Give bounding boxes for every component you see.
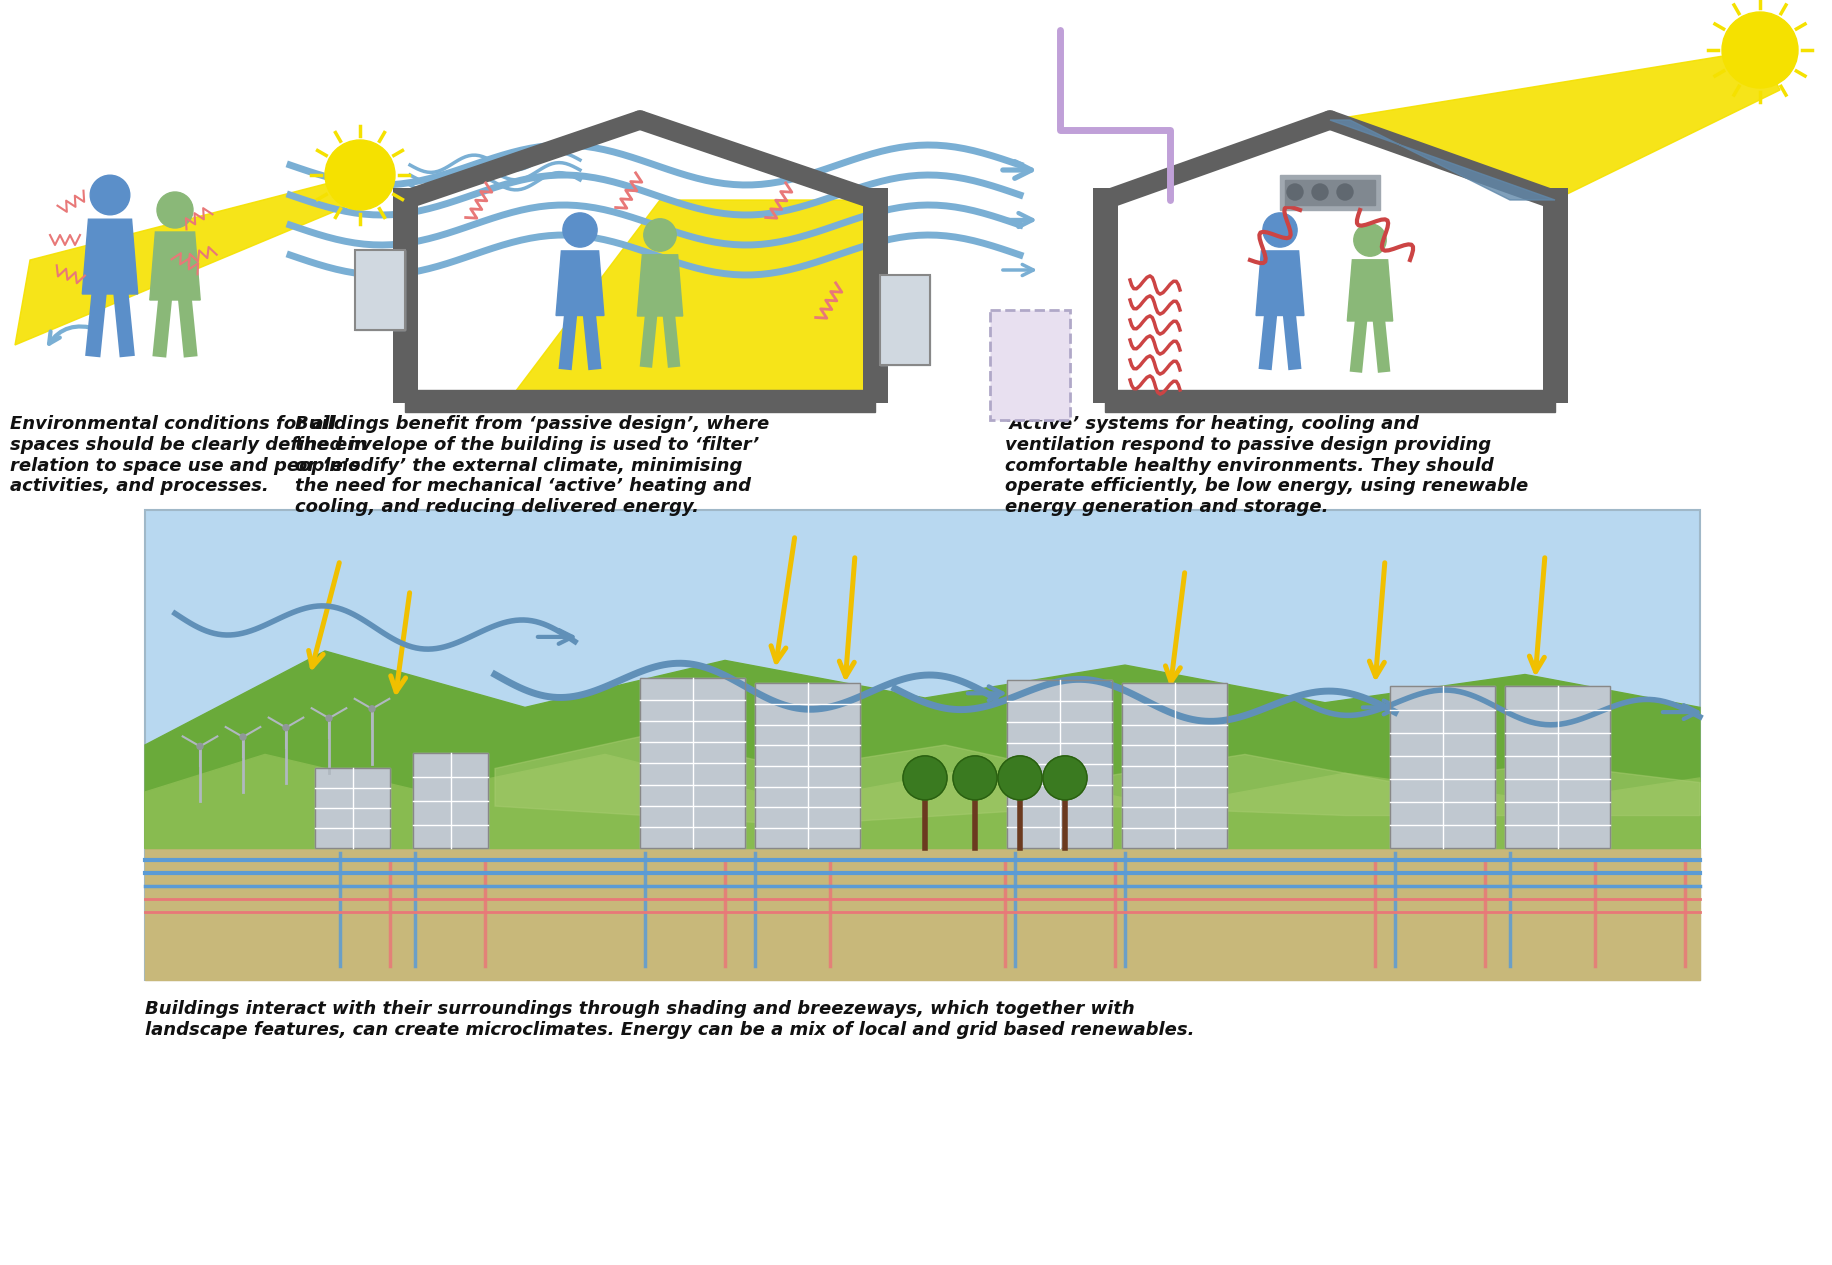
Circle shape: [326, 715, 332, 721]
Bar: [1390, 687, 1495, 849]
Bar: [1008, 681, 1112, 849]
Bar: [989, 310, 1070, 420]
Circle shape: [643, 219, 676, 252]
Text: ‘Active’ systems for heating, cooling and
ventilation respond to passive design : ‘Active’ systems for heating, cooling an…: [1006, 415, 1528, 516]
Polygon shape: [1347, 259, 1392, 321]
Bar: [639, 678, 746, 849]
Circle shape: [998, 756, 1042, 799]
Polygon shape: [638, 254, 683, 316]
Circle shape: [1042, 756, 1086, 799]
Bar: [1008, 681, 1112, 849]
Text: Environmental conditions for all
spaces should be clearly defined in
relation to: Environmental conditions for all spaces …: [9, 415, 368, 496]
Bar: [879, 275, 931, 366]
Circle shape: [324, 140, 396, 210]
Bar: [145, 510, 1700, 980]
Circle shape: [90, 175, 130, 215]
Circle shape: [1337, 183, 1354, 200]
Polygon shape: [145, 651, 1700, 849]
Bar: [412, 754, 487, 849]
Circle shape: [1312, 183, 1328, 200]
Polygon shape: [495, 736, 1700, 825]
Circle shape: [1288, 183, 1303, 200]
Bar: [1105, 390, 1555, 412]
Polygon shape: [150, 231, 200, 300]
Bar: [315, 768, 390, 849]
Polygon shape: [1330, 51, 1781, 200]
Circle shape: [1722, 11, 1797, 89]
Polygon shape: [82, 219, 137, 293]
Bar: [1506, 687, 1610, 849]
Polygon shape: [557, 250, 605, 315]
Bar: [1121, 683, 1227, 849]
Bar: [412, 754, 487, 849]
Circle shape: [282, 725, 289, 731]
Bar: [1121, 683, 1227, 849]
Circle shape: [953, 756, 997, 799]
Text: Buildings interact with their surroundings through shading and breezeways, which: Buildings interact with their surroundin…: [145, 1001, 1194, 1039]
Polygon shape: [15, 175, 361, 345]
Bar: [315, 768, 390, 849]
Bar: [405, 390, 876, 412]
Polygon shape: [500, 200, 876, 412]
Polygon shape: [145, 754, 1700, 849]
Bar: [1281, 175, 1379, 210]
Bar: [755, 683, 859, 849]
Text: Buildings benefit from ‘passive design’, where
the envelope of the building is u: Buildings benefit from ‘passive design’,…: [295, 415, 769, 516]
Circle shape: [1354, 224, 1387, 257]
Circle shape: [1262, 213, 1297, 247]
Circle shape: [198, 744, 203, 749]
Bar: [639, 678, 746, 849]
Polygon shape: [1257, 250, 1304, 315]
Bar: [1390, 687, 1495, 849]
Circle shape: [158, 192, 192, 228]
Bar: [1284, 180, 1376, 205]
Circle shape: [903, 756, 947, 799]
Bar: [879, 275, 931, 366]
Bar: [1506, 687, 1610, 849]
Bar: [145, 849, 1700, 980]
Polygon shape: [1330, 120, 1555, 200]
Bar: [355, 250, 405, 330]
Bar: [355, 250, 405, 330]
Circle shape: [240, 734, 245, 740]
Circle shape: [562, 213, 597, 247]
Bar: [755, 683, 859, 849]
Circle shape: [368, 706, 376, 712]
